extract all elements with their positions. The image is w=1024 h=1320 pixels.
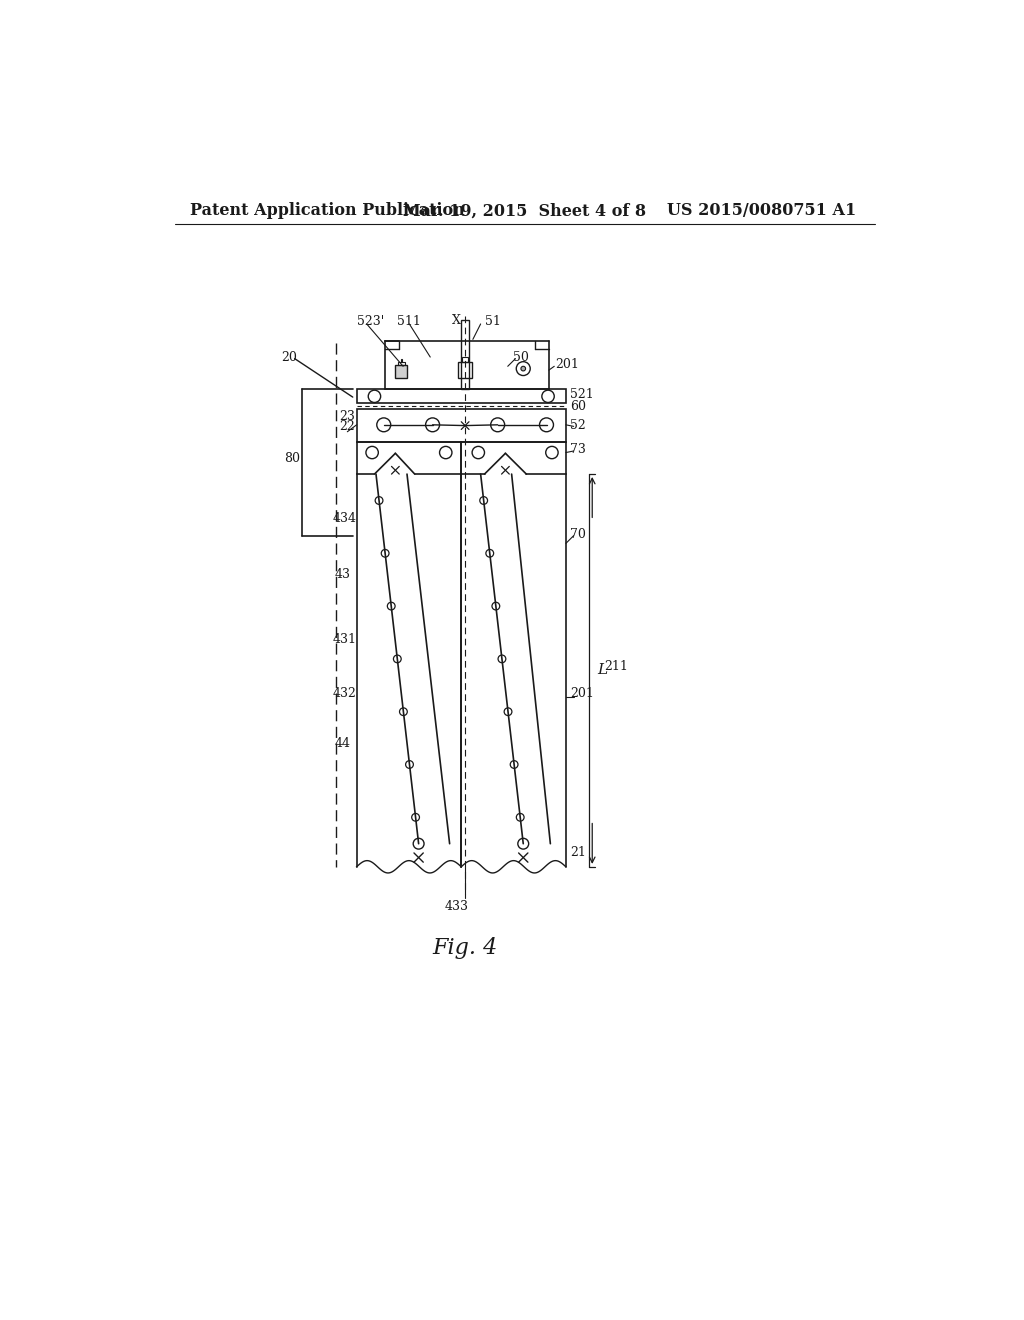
Text: US 2015/0080751 A1: US 2015/0080751 A1 [667, 202, 856, 219]
Text: 21: 21 [569, 846, 586, 859]
Text: 20: 20 [282, 351, 297, 363]
Circle shape [399, 708, 408, 715]
Text: 73: 73 [569, 444, 586, 455]
Text: Fig. 4: Fig. 4 [432, 937, 498, 958]
Text: 511: 511 [397, 315, 421, 329]
Text: 43: 43 [335, 568, 351, 581]
Circle shape [472, 446, 484, 459]
Text: 211: 211 [604, 660, 629, 673]
Text: 44: 44 [335, 737, 351, 750]
Text: Mar. 19, 2015  Sheet 4 of 8: Mar. 19, 2015 Sheet 4 of 8 [403, 202, 646, 219]
Text: Patent Application Publication: Patent Application Publication [190, 202, 465, 219]
Circle shape [490, 418, 505, 432]
Circle shape [540, 418, 554, 432]
Circle shape [377, 418, 391, 432]
Circle shape [366, 446, 378, 459]
Circle shape [516, 362, 530, 376]
Text: 201: 201 [555, 358, 579, 371]
Text: 70: 70 [569, 528, 586, 541]
Text: X: X [452, 314, 461, 326]
Circle shape [492, 602, 500, 610]
Text: 521: 521 [569, 388, 594, 400]
Circle shape [387, 602, 395, 610]
Text: 22: 22 [339, 420, 354, 433]
Text: L: L [597, 664, 607, 677]
Circle shape [504, 708, 512, 715]
Circle shape [426, 418, 439, 432]
Text: 50: 50 [513, 351, 529, 363]
Text: 23: 23 [339, 409, 354, 422]
Circle shape [518, 838, 528, 849]
Circle shape [414, 838, 424, 849]
Text: 433: 433 [444, 900, 468, 913]
Circle shape [516, 813, 524, 821]
Circle shape [381, 549, 389, 557]
Text: 431: 431 [333, 634, 356, 647]
Text: 80: 80 [285, 453, 301, 465]
Circle shape [498, 655, 506, 663]
Circle shape [485, 549, 494, 557]
Circle shape [546, 446, 558, 459]
Circle shape [521, 367, 525, 371]
Circle shape [439, 446, 452, 459]
Text: 201: 201 [569, 686, 594, 700]
Circle shape [542, 391, 554, 403]
Polygon shape [395, 364, 407, 378]
Text: 60: 60 [569, 400, 586, 413]
Text: 51: 51 [484, 315, 501, 329]
Circle shape [412, 813, 420, 821]
Text: 523': 523' [356, 315, 384, 329]
Circle shape [375, 496, 383, 504]
Circle shape [510, 760, 518, 768]
Text: 52: 52 [569, 418, 586, 432]
Circle shape [393, 655, 401, 663]
Circle shape [369, 391, 381, 403]
Circle shape [480, 496, 487, 504]
Circle shape [406, 760, 414, 768]
Text: 432: 432 [333, 686, 356, 700]
Text: 434: 434 [333, 512, 356, 525]
